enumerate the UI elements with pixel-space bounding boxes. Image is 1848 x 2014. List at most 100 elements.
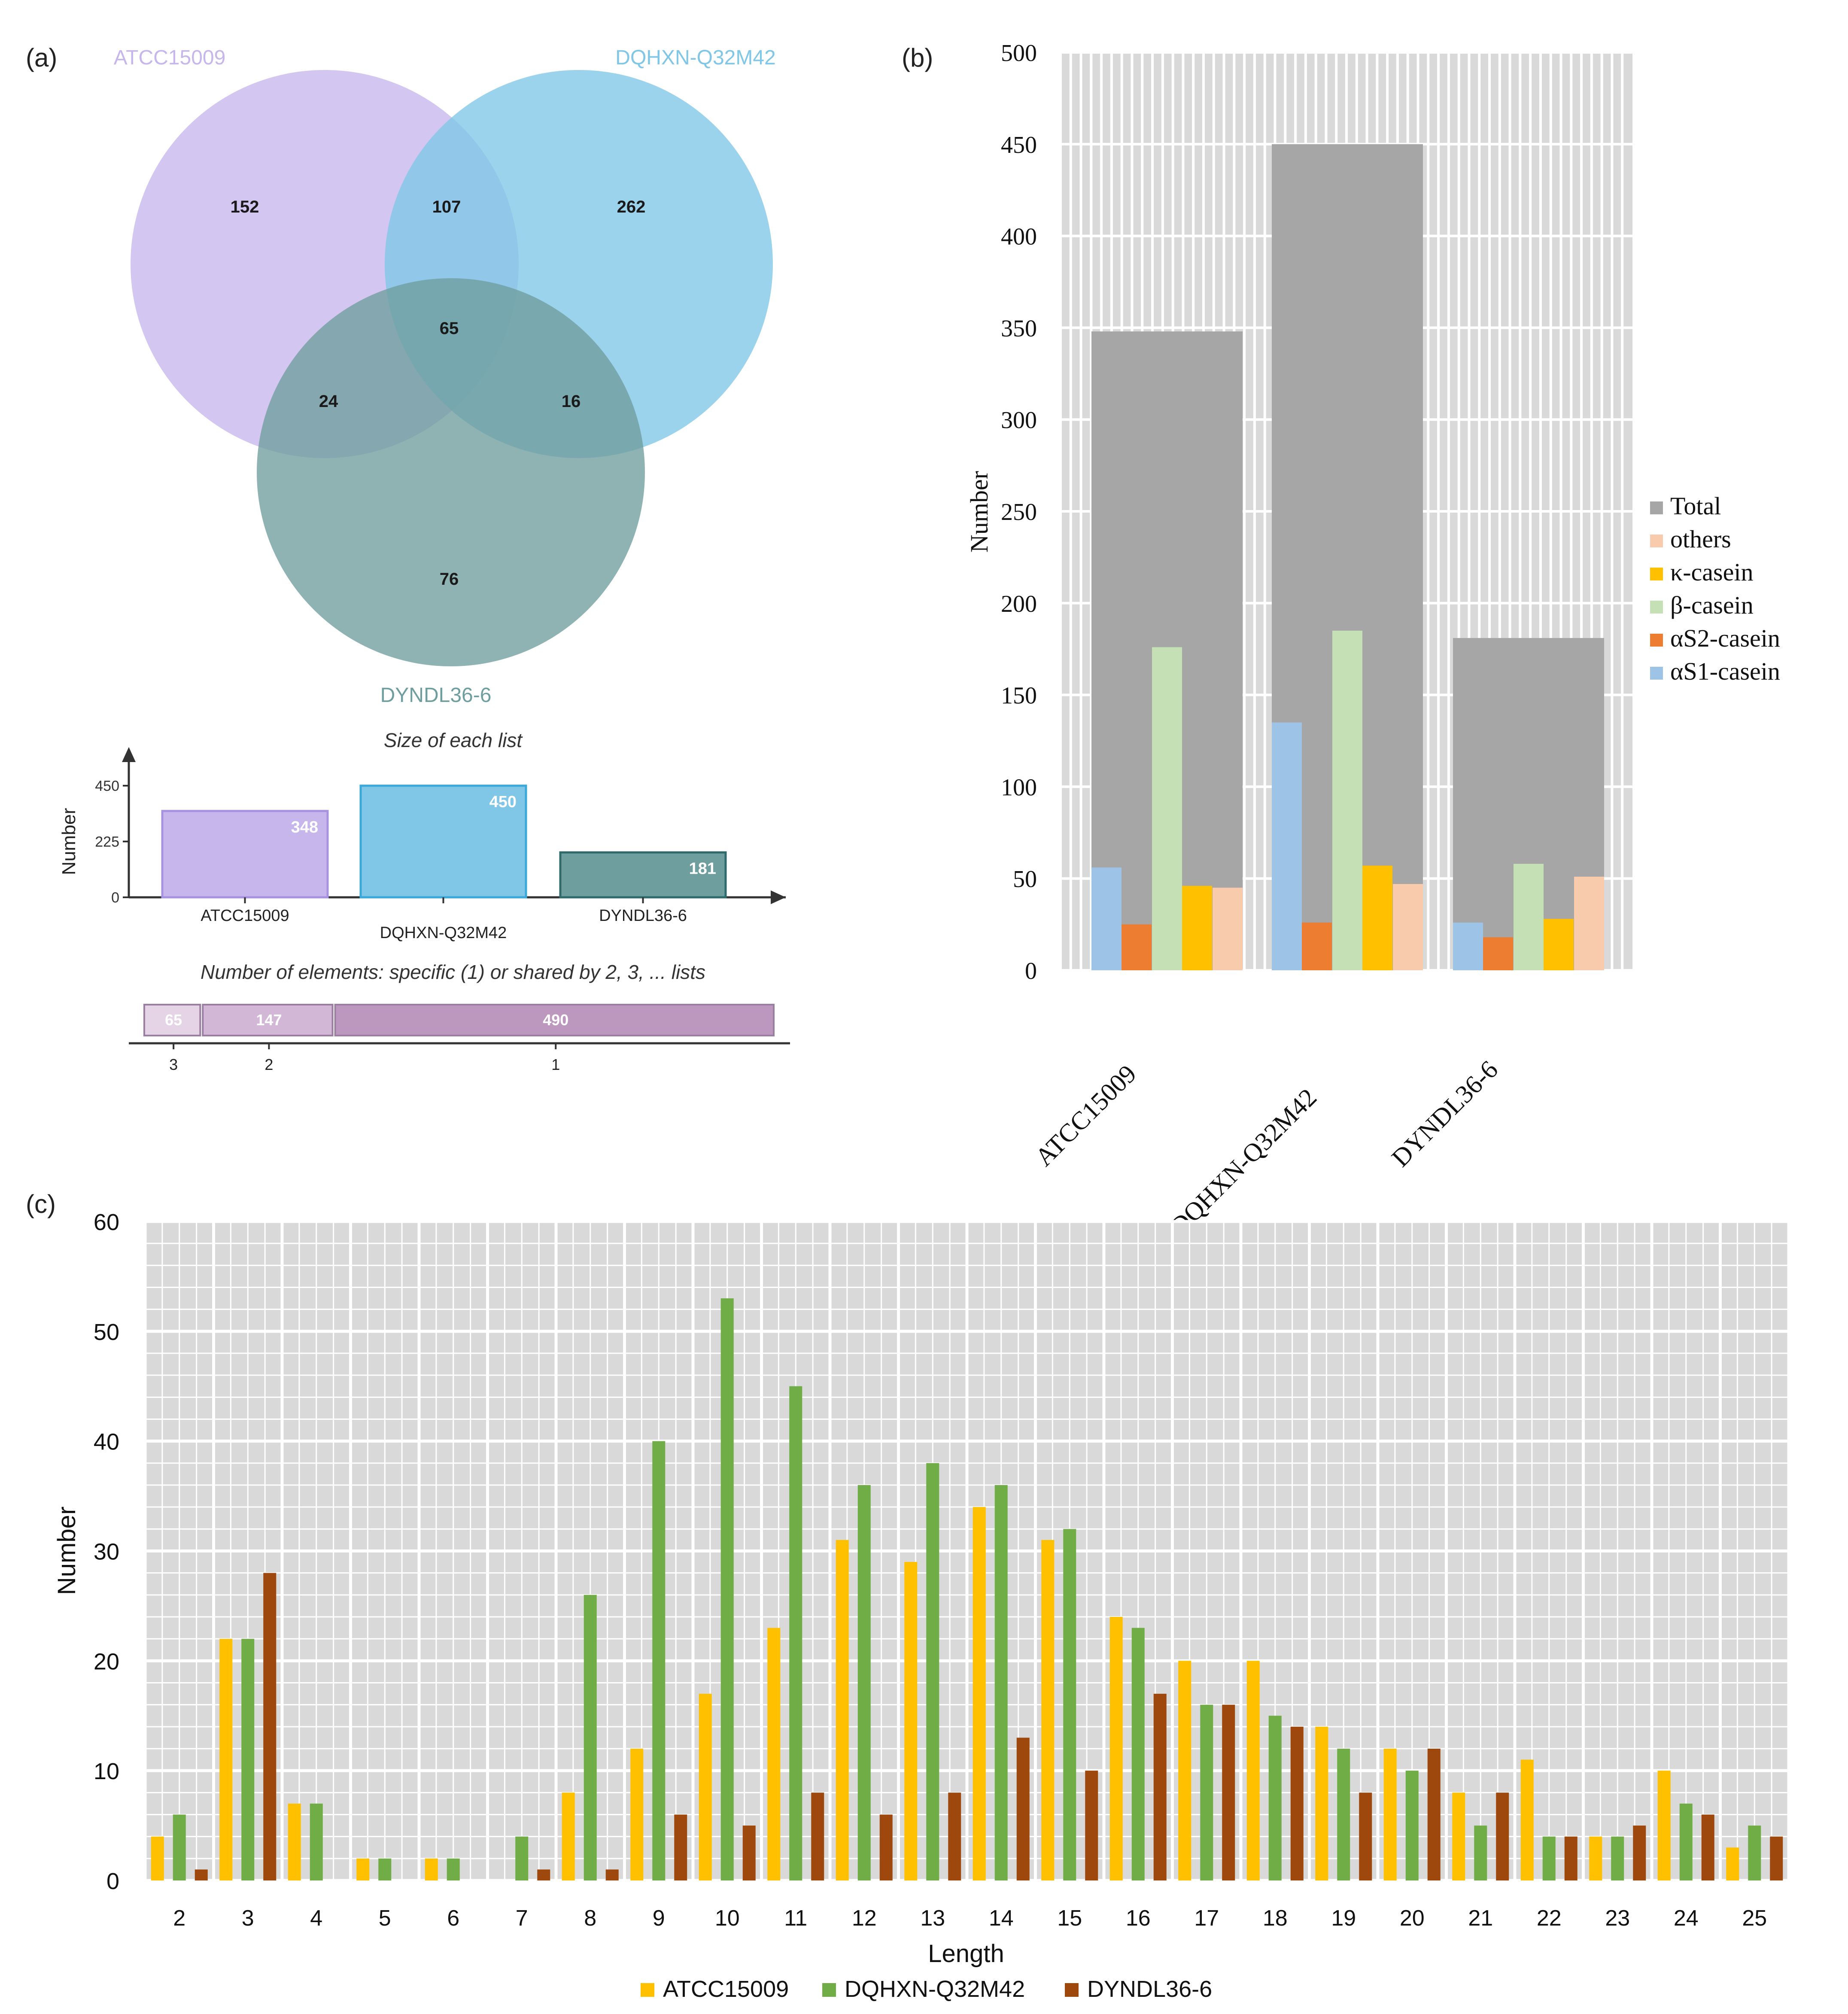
x-tick-label-c: 4 xyxy=(310,1906,322,1931)
size-bar-atcc15009 xyxy=(161,810,329,899)
venn-set-label-atcc15009: ATCC15009 xyxy=(114,46,226,69)
shared-bar-tick-label: 1 xyxy=(551,1056,560,1073)
legend-swatch-total xyxy=(1650,501,1663,514)
bar-dyndl36-6-length-16 xyxy=(1153,1694,1167,1880)
x-tick-label-c: 25 xyxy=(1742,1906,1767,1931)
legend-swatch-casein xyxy=(1650,601,1663,614)
bar-dqhxn-q32m42-length-14 xyxy=(994,1485,1008,1880)
bar-dyndl36-6-length-9 xyxy=(674,1814,687,1880)
legend-label-s2-casein: αS2-casein xyxy=(1670,624,1780,652)
bar-dyndl36-6-length-11 xyxy=(811,1792,824,1880)
y-tick-label-c: 40 xyxy=(94,1429,119,1455)
bar-dqhxn-q32m42-length-23 xyxy=(1611,1836,1624,1880)
y-tick-label-c: 30 xyxy=(94,1539,119,1565)
venn-region-only-dyndl: 76 xyxy=(440,570,459,589)
venn-region-only-dqhxn: 262 xyxy=(617,197,646,216)
size-bar-category-label: DYNDL36-6 xyxy=(599,907,687,925)
shared-bar-segment-label: 147 xyxy=(256,1011,282,1029)
bar-atcc15009-length-17 xyxy=(1178,1661,1191,1880)
bar-s2-casein-dqhxn-q32m42 xyxy=(1302,922,1332,970)
shared-elements-chart: Number of elements: specific (1) or shar… xyxy=(129,961,790,1073)
x-axis-label-c: Length xyxy=(928,1940,1004,1968)
bar-atcc15009-length-21 xyxy=(1452,1792,1465,1880)
bar-dyndl36-6-length-23 xyxy=(1633,1826,1646,1880)
venn-diagram: ATCC15009 DQHXN-Q32M42 DYNDL36-6 152 107 262 6… xyxy=(114,46,776,707)
bar-dqhxn-q32m42-length-8 xyxy=(584,1595,597,1880)
bar-dqhxn-q32m42-length-11 xyxy=(789,1386,802,1880)
y-tick-label-c: 0 xyxy=(106,1868,119,1894)
bar-dqhxn-q32m42-length-2 xyxy=(173,1814,186,1880)
bar-casein-atcc15009 xyxy=(1182,886,1212,970)
legend-swatch-atcc15009 xyxy=(641,1983,654,1997)
x-tick-label-b: DQHXN-Q32M42 xyxy=(1164,1083,1322,1241)
bar-dqhxn-q32m42-length-21 xyxy=(1474,1826,1487,1880)
size-bar-value-label: 348 xyxy=(291,818,318,836)
bar-atcc15009-length-5 xyxy=(356,1858,370,1880)
bar-others-dyndl36-6 xyxy=(1574,876,1604,970)
x-tick-label-c: 13 xyxy=(920,1906,945,1931)
legend-label-casein: β-casein xyxy=(1670,591,1754,619)
x-tick-label-c: 14 xyxy=(989,1906,1014,1931)
bar-atcc15009-length-12 xyxy=(836,1540,849,1880)
size-bar-value-label: 181 xyxy=(689,860,716,878)
bar-atcc15009-length-14 xyxy=(973,1507,986,1880)
bar-dqhxn-q32m42-length-13 xyxy=(926,1463,939,1880)
length-legend: ATCC15009 DQHXN-Q32M42 DYNDL36-6 xyxy=(641,1976,1212,2002)
x-tick-label-c: 9 xyxy=(653,1906,665,1931)
bar-others-dqhxn-q32m42 xyxy=(1393,884,1423,970)
x-tick-label-c: 11 xyxy=(784,1906,807,1931)
bar-dyndl36-6-length-19 xyxy=(1359,1792,1372,1880)
bar-atcc15009-length-18 xyxy=(1246,1661,1260,1880)
size-bars-y-tick-label: 225 xyxy=(95,834,119,850)
size-bars-y-arrow xyxy=(122,747,136,762)
bar-atcc15009-length-2 xyxy=(151,1836,164,1880)
bar-atcc15009-length-24 xyxy=(1657,1771,1671,1880)
panel-a-letter: (a) xyxy=(26,43,57,72)
legend-swatch-dyndl36-6 xyxy=(1065,1983,1079,1997)
y-axis-label-b: Number xyxy=(965,471,993,553)
bar-casein-dyndl36-6 xyxy=(1544,919,1574,970)
bar-dyndl36-6-length-20 xyxy=(1427,1749,1441,1880)
x-tick-label-c: 3 xyxy=(242,1906,254,1931)
size-bar-value-label: 450 xyxy=(489,793,517,811)
legend-label-total: Total xyxy=(1670,492,1721,520)
bar-atcc15009-length-25 xyxy=(1726,1847,1739,1880)
shared-bar-segment-1 xyxy=(334,1004,775,1036)
panel-c-letter: (c) xyxy=(26,1190,56,1218)
x-tick-label-c: 5 xyxy=(379,1906,391,1931)
bar-atcc15009-length-16 xyxy=(1109,1617,1123,1880)
x-tick-label-c: 2 xyxy=(173,1906,185,1931)
size-bars-y-tick-label: 0 xyxy=(111,890,119,906)
x-tick-label-c: 20 xyxy=(1400,1906,1425,1931)
bar-dyndl36-6-length-12 xyxy=(879,1814,893,1880)
size-bar-dqhxn-q32m42 xyxy=(359,784,527,899)
y-tick-label-c: 60 xyxy=(94,1209,119,1235)
legend-swatch-others xyxy=(1650,535,1663,547)
bar-atcc15009-length-13 xyxy=(904,1562,918,1880)
casein-bar-chart: 0 50 100 150 200 250 300 350 400 450 500 Number ATCC… xyxy=(965,40,1632,1241)
legend-label-atcc15009: ATCC15009 xyxy=(663,1976,789,2002)
size-bar-category-label: DQHXN-Q32M42 xyxy=(380,924,507,942)
legend-swatch-casein xyxy=(1650,568,1663,580)
bar-dqhxn-q32m42-length-6 xyxy=(447,1858,460,1880)
legend-label-casein: κ-casein xyxy=(1670,558,1753,586)
legend-label-dqhxn-q32m42: DQHXN-Q32M42 xyxy=(845,1976,1025,2002)
bar-atcc15009-length-6 xyxy=(425,1858,438,1880)
venn-region-only-atcc15009: 152 xyxy=(231,197,259,216)
legend-swatch-s2-casein xyxy=(1650,634,1663,647)
bar-dyndl36-6-length-25 xyxy=(1770,1836,1783,1880)
shared-bar-title: Number of elements: specific (1) or shar… xyxy=(201,961,705,983)
legend-label-others: others xyxy=(1670,525,1731,553)
bar-atcc15009-length-10 xyxy=(699,1694,712,1880)
bar-dyndl36-6-length-14 xyxy=(1016,1738,1030,1880)
bar-atcc15009-length-11 xyxy=(767,1628,781,1880)
casein-legend: Total others κ-casein β-casein αS2-casein αS1… xyxy=(1650,492,1780,685)
y-tick-label-b: 450 xyxy=(1001,132,1037,158)
x-tick-label-c: 22 xyxy=(1537,1906,1562,1931)
venn-region-dqhxn-dyndl: 16 xyxy=(562,392,581,411)
legend-label-s1-casein: αS1-casein xyxy=(1670,657,1780,685)
bar-dyndl36-6-length-13 xyxy=(948,1792,961,1880)
x-tick-label-c: 23 xyxy=(1605,1906,1630,1931)
y-tick-label-b: 350 xyxy=(1001,315,1037,342)
